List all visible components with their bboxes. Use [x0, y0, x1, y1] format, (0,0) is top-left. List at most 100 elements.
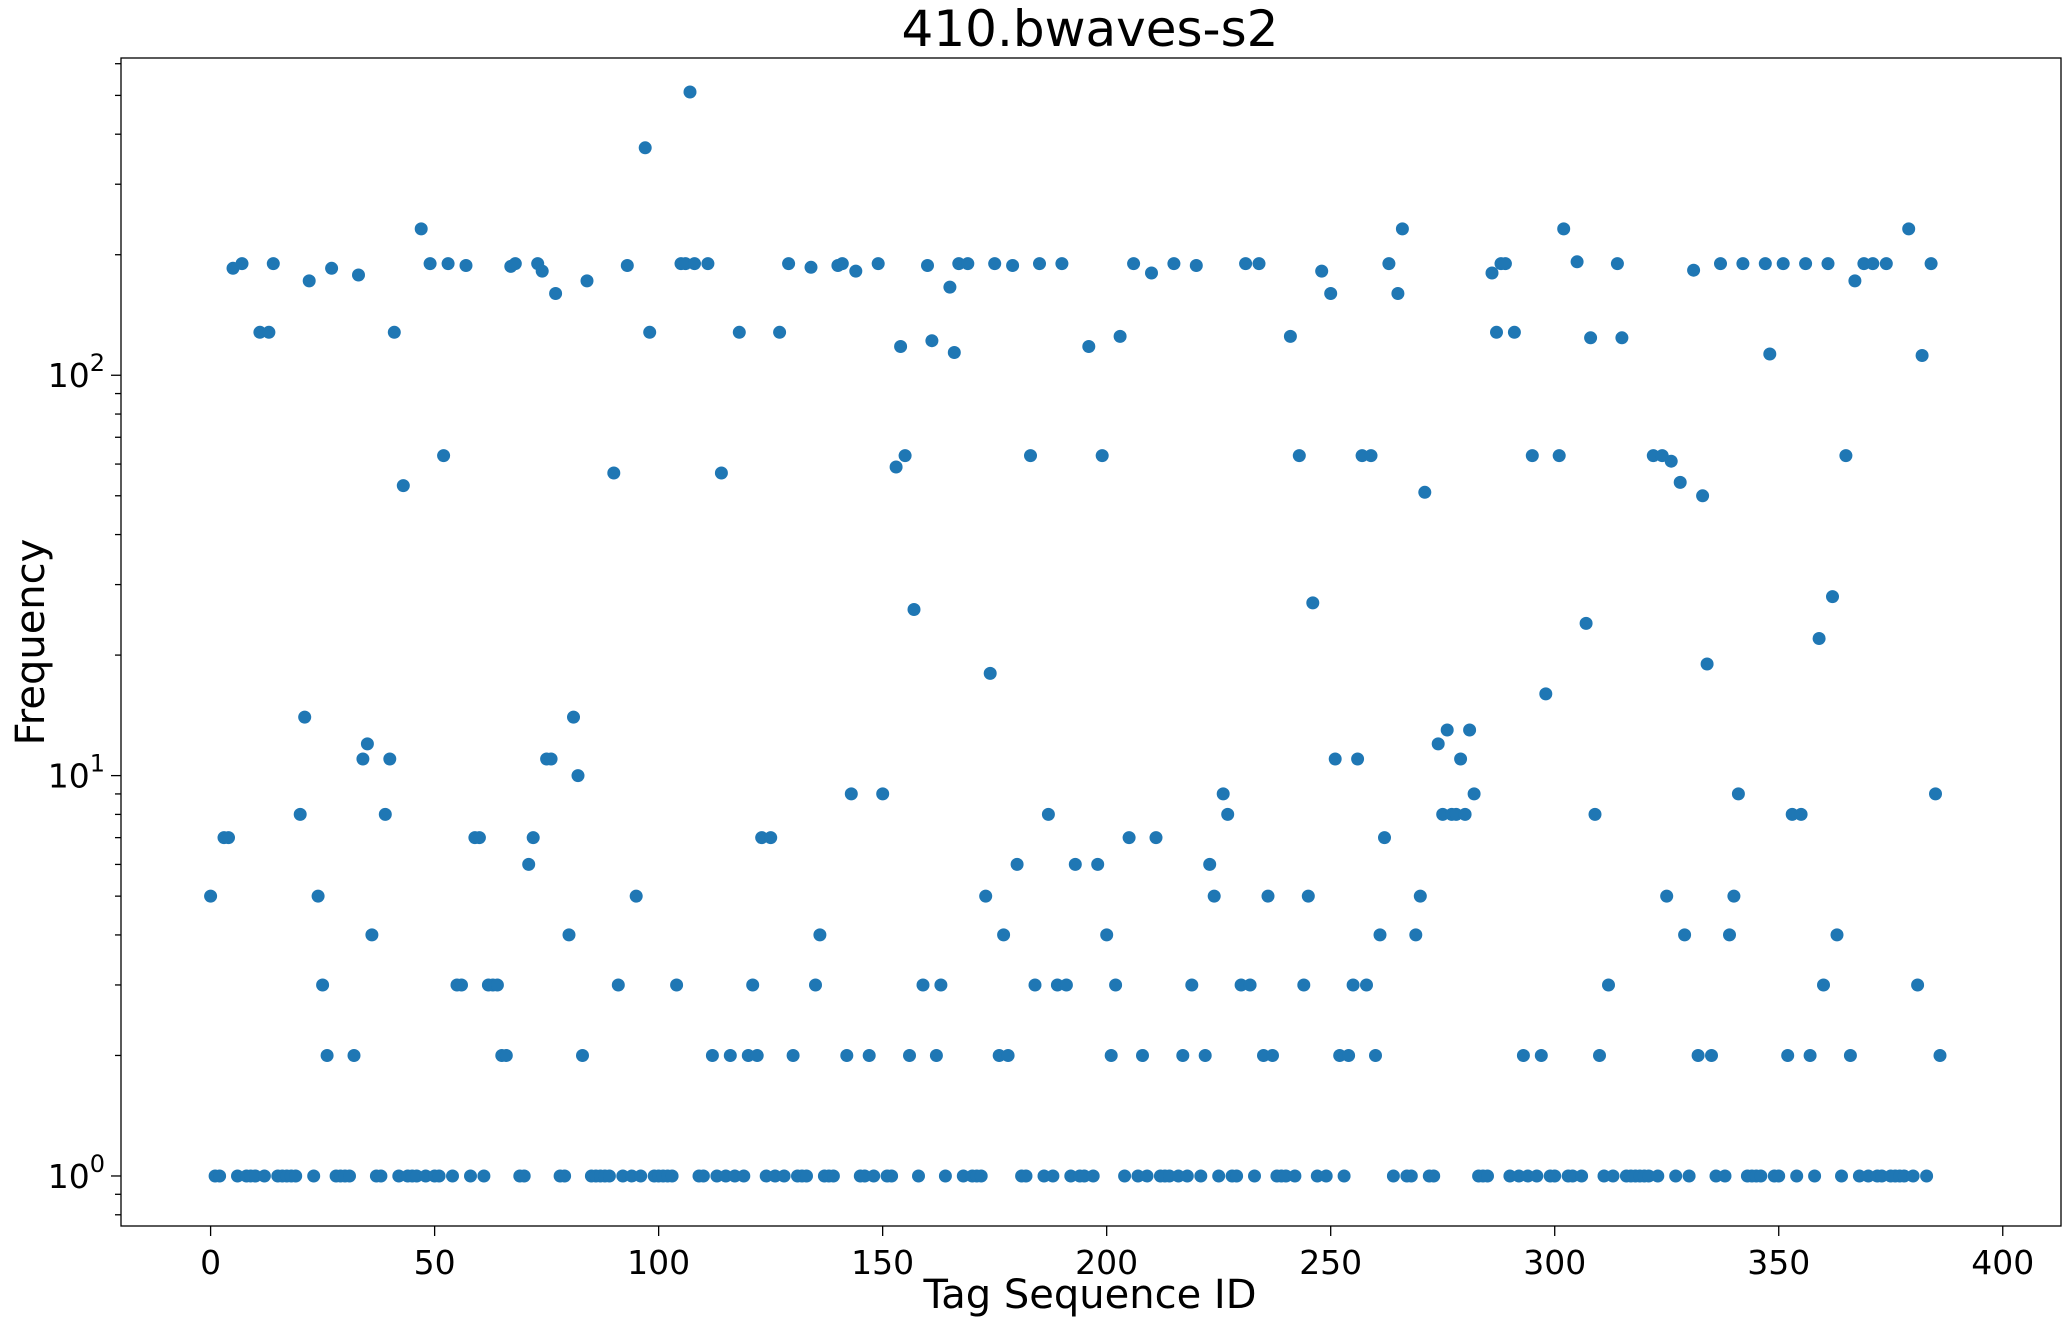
- data-point: [423, 257, 437, 271]
- data-point: [1006, 259, 1020, 272]
- data-point: [1355, 449, 1369, 463]
- data-point: [576, 1049, 589, 1062]
- data-point: [773, 325, 787, 339]
- data-point: [383, 752, 397, 766]
- data-point: [782, 257, 796, 271]
- data-point: [741, 1049, 755, 1062]
- x-tick-label: 0: [200, 1243, 221, 1282]
- data-point: [1642, 1169, 1656, 1183]
- data-point: [352, 268, 365, 282]
- data-point: [620, 259, 634, 272]
- data-point: [231, 1169, 244, 1183]
- data-point: [912, 1169, 925, 1183]
- data-point: [974, 1169, 988, 1183]
- data-point: [1360, 978, 1373, 992]
- data-point: [1288, 1169, 1302, 1183]
- data-point: [777, 1169, 791, 1183]
- data-point: [1427, 1169, 1441, 1183]
- data-point: [365, 928, 379, 942]
- data-point: [929, 1049, 943, 1062]
- data-point: [1449, 807, 1463, 821]
- data-point: [1736, 257, 1750, 271]
- data-point: [1557, 222, 1571, 236]
- data-point: [921, 259, 934, 272]
- data-point: [1122, 831, 1136, 845]
- data-point: [696, 1169, 710, 1183]
- data-point: [894, 340, 908, 353]
- data-point: [1785, 807, 1799, 821]
- data-point: [1310, 1169, 1324, 1183]
- x-axis: 0 50 100 150 200 250 300 350 400: [200, 1226, 2034, 1282]
- data-point: [670, 978, 684, 992]
- data-point: [616, 1169, 630, 1183]
- data-point: [907, 603, 921, 616]
- data-point: [1185, 978, 1199, 992]
- data-point: [1382, 257, 1396, 271]
- data-point: [1082, 340, 1096, 353]
- data-point: [1409, 928, 1423, 942]
- data-point: [1709, 1169, 1723, 1183]
- data-point: [961, 257, 975, 271]
- data-point: [1897, 1169, 1911, 1183]
- data-point: [298, 710, 312, 724]
- data-point: [1127, 257, 1141, 271]
- data-point: [472, 831, 486, 845]
- data-point: [1454, 752, 1468, 766]
- data-point: [1109, 978, 1123, 992]
- data-point: [1283, 329, 1297, 343]
- data-point: [1790, 1169, 1804, 1183]
- data-point: [410, 1169, 424, 1183]
- data-point: [1077, 1169, 1091, 1183]
- data-point: [1198, 1049, 1212, 1062]
- data-points: [204, 85, 1947, 1183]
- data-point: [714, 466, 728, 480]
- data-point: [1046, 1169, 1060, 1183]
- data-point: [1597, 1169, 1611, 1183]
- data-point: [1418, 485, 1432, 499]
- data-point: [947, 346, 961, 359]
- data-point: [222, 831, 235, 845]
- data-point: [562, 928, 576, 942]
- data-point: [1915, 349, 1929, 362]
- data-point: [1727, 889, 1741, 903]
- data-point: [1826, 590, 1839, 604]
- data-point: [1664, 454, 1678, 468]
- data-point: [1503, 1169, 1517, 1183]
- data-point: [1028, 978, 1042, 992]
- data-point: [1391, 287, 1405, 300]
- data-point: [1481, 1169, 1494, 1183]
- data-point: [1140, 1169, 1154, 1183]
- data-point: [607, 466, 621, 480]
- data-point: [1024, 449, 1037, 463]
- chart-title: 410.bwaves-s2: [902, 0, 1279, 58]
- data-point: [1118, 1169, 1132, 1183]
- data-point: [925, 334, 939, 348]
- data-point: [862, 1049, 876, 1062]
- data-point: [1548, 1169, 1562, 1183]
- data-point: [1776, 257, 1790, 271]
- data-point: [1171, 1169, 1185, 1183]
- data-point: [1257, 1049, 1270, 1062]
- data-point: [1512, 1169, 1526, 1183]
- y-axis-label: Frequency: [8, 539, 54, 746]
- data-point: [1369, 1049, 1382, 1062]
- data-point: [1593, 1049, 1606, 1062]
- data-point: [1812, 632, 1826, 645]
- data-point: [988, 257, 1002, 271]
- data-point: [1808, 1169, 1822, 1183]
- data-point: [325, 261, 339, 275]
- data-point: [392, 1169, 406, 1183]
- data-point: [437, 449, 451, 463]
- data-point: [213, 1169, 227, 1183]
- data-point: [248, 1169, 262, 1183]
- data-point: [898, 449, 912, 463]
- data-point: [1252, 257, 1266, 271]
- data-point: [1440, 723, 1454, 737]
- data-point: [1386, 1169, 1400, 1183]
- data-point: [1799, 257, 1813, 271]
- data-point: [1673, 475, 1687, 489]
- data-point: [257, 1169, 271, 1183]
- data-point: [1754, 1169, 1768, 1183]
- data-point: [1436, 807, 1450, 821]
